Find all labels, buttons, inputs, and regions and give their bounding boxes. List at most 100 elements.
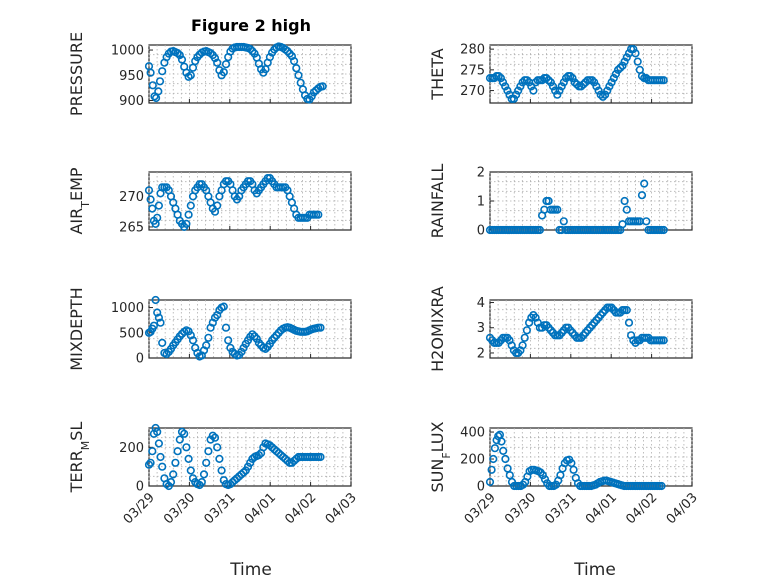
data-point: [186, 71, 195, 80]
data-point: [569, 465, 578, 474]
data-point: [637, 191, 647, 200]
data-point: [544, 76, 553, 85]
data-point: [213, 443, 222, 452]
y-axis-label: RAINFALL: [428, 164, 447, 239]
data-point: [153, 427, 162, 437]
data-point: [568, 73, 577, 83]
data-point: [210, 53, 220, 63]
data-point: [265, 52, 275, 62]
data-point: [156, 452, 165, 462]
data-point: [173, 48, 182, 58]
y-axis-label: MIXDEPTH: [67, 287, 86, 370]
data-point: [250, 49, 259, 58]
data-point: [553, 205, 562, 214]
data-point: [156, 318, 165, 327]
data-point: [239, 468, 248, 477]
x-tick-label: 03/29: [462, 490, 499, 527]
data-point: [175, 435, 184, 444]
x-axis-label-right: Time: [573, 560, 616, 580]
data-point: [629, 44, 638, 54]
y-tick-label: 280: [460, 43, 485, 58]
data-point: [485, 477, 495, 487]
data-point: [221, 60, 231, 69]
data-point: [659, 76, 668, 85]
data-point: [202, 341, 211, 350]
y-tick-label: 265: [119, 220, 144, 235]
data-point: [199, 470, 209, 479]
data-point: [518, 341, 527, 350]
data-point: [577, 82, 586, 91]
data-point: [154, 87, 163, 96]
data-point: [153, 213, 162, 222]
y-tick-label: 400: [460, 426, 485, 441]
data-point: [642, 217, 651, 226]
data-point: [540, 475, 550, 484]
data-point: [594, 86, 603, 95]
data-point: [611, 69, 621, 79]
data-point: [182, 219, 191, 228]
data-point: [294, 71, 303, 80]
data-point: [149, 321, 158, 330]
data-point: [261, 344, 270, 354]
data-point: [146, 458, 155, 467]
data-point: [657, 481, 666, 491]
y-tick-label: 0: [136, 352, 144, 367]
data-point: [314, 210, 323, 219]
data-point: [620, 196, 629, 206]
data-point: [605, 82, 614, 91]
data-point: [213, 58, 222, 67]
data-point: [208, 431, 217, 440]
data-point: [158, 338, 167, 348]
data-point: [507, 477, 517, 487]
data-point: [590, 78, 599, 87]
data-point: [206, 48, 215, 58]
x-tick-label: 04/02: [282, 490, 319, 527]
data-point: [501, 454, 510, 464]
x-tick-label: 03/29: [121, 490, 158, 527]
x-axis-label-left: Time: [229, 560, 272, 580]
data-point: [544, 196, 553, 206]
data-point: [548, 82, 558, 91]
data-point: [151, 423, 160, 433]
subplot-terr-msl: 0 200 03/29 03/30 03/31 04/01 04/02 04/03 TERRMS…: [67, 422, 360, 528]
data-point: [559, 217, 568, 226]
y-tick-label: 0: [477, 224, 485, 239]
data-point: [637, 71, 647, 81]
data-point: [166, 478, 176, 487]
data-point: [186, 201, 195, 210]
data-point: [224, 336, 233, 345]
data-point: [154, 201, 163, 210]
data-point: [557, 82, 566, 91]
data-point: [148, 81, 157, 90]
data-point: [292, 64, 301, 73]
data-point: [221, 323, 231, 332]
data-point: [148, 447, 157, 456]
y-tick-label: 1: [477, 195, 485, 210]
y-axis-label: PRESSURE: [67, 32, 86, 116]
data-point: [246, 44, 255, 54]
data-point: [622, 306, 631, 315]
x-tick-label: 03/30: [161, 490, 198, 527]
data-point: [631, 49, 640, 58]
y-tick-label: 270: [460, 84, 485, 99]
data-point: [498, 78, 508, 87]
data-point: [237, 347, 246, 357]
data-point: [609, 73, 618, 83]
data-point: [316, 323, 325, 332]
data-point: [522, 326, 532, 335]
y-tick-label: 0: [477, 480, 485, 495]
data-point: [158, 67, 167, 76]
data-point: [215, 454, 224, 464]
data-point: [551, 480, 561, 489]
data-point: [150, 92, 159, 101]
y-tick-label: 2: [477, 346, 485, 361]
subplot-air-temp: 265 270 AIRTEMP: [67, 167, 352, 235]
y-tick-label: 500: [119, 326, 144, 341]
y-axis-label-subscript: T: [79, 201, 92, 209]
data-point: [144, 460, 154, 469]
subplot-rainfall: 0 1 2 RAINFALL: [428, 164, 693, 239]
data-point: [546, 78, 555, 87]
data-point: [520, 333, 529, 342]
